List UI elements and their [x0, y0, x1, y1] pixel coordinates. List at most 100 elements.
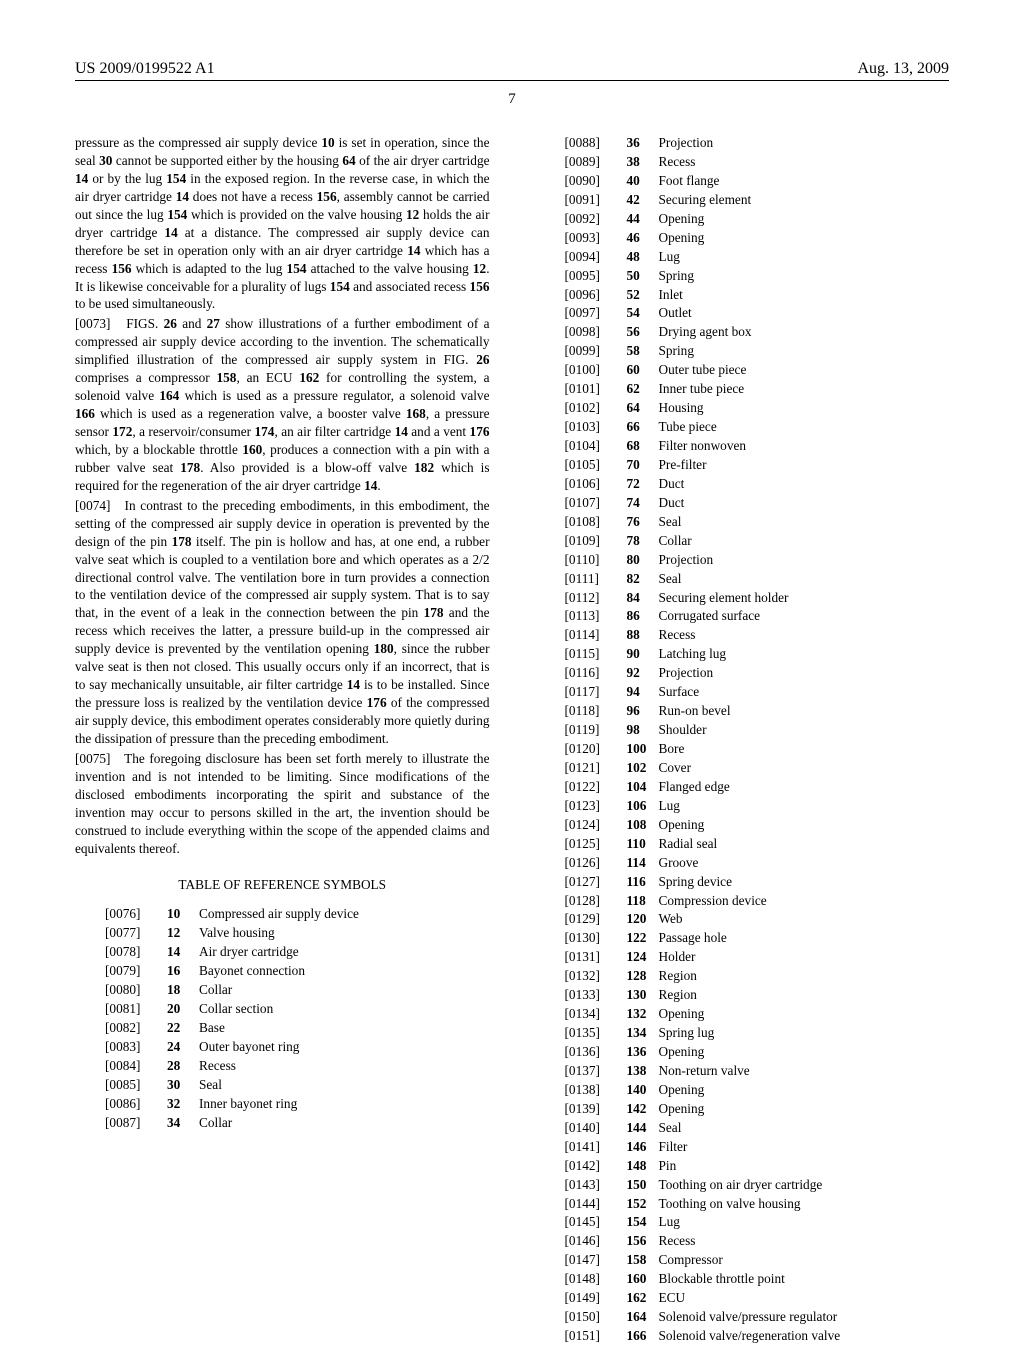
reference-item: [0135]134Spring lug: [565, 1024, 950, 1042]
reference-label: Blockable throttle point: [659, 1270, 785, 1288]
patent-number: US 2009/0199522 A1: [75, 60, 215, 78]
reference-label: Opening: [659, 1081, 705, 1099]
reference-paragraph-num: [0109]: [565, 532, 627, 550]
reference-symbol: 12: [167, 924, 199, 942]
reference-item: [0109]78Collar: [565, 532, 950, 550]
reference-label: Housing: [659, 399, 704, 417]
reference-item: [0114]88Recess: [565, 626, 950, 644]
reference-symbol: 60: [627, 361, 659, 379]
reference-item: [0144]152Toothing on valve housing: [565, 1195, 950, 1213]
reference-item: [0134]132Opening: [565, 1005, 950, 1023]
reference-label: Opening: [659, 210, 705, 228]
reference-item: [0111]82Seal: [565, 570, 950, 588]
reference-symbol: 92: [627, 664, 659, 682]
reference-paragraph-num: [0139]: [565, 1100, 627, 1118]
reference-symbol: 82: [627, 570, 659, 588]
reference-paragraph-num: [0103]: [565, 418, 627, 436]
reference-symbol: 124: [627, 948, 659, 966]
reference-item: [0080]18Collar: [105, 981, 490, 999]
reference-symbol: 48: [627, 248, 659, 266]
reference-paragraph-num: [0080]: [105, 981, 167, 999]
reference-paragraph-num: [0119]: [565, 721, 627, 739]
reference-paragraph-num: [0148]: [565, 1270, 627, 1288]
reference-paragraph-num: [0081]: [105, 1000, 167, 1018]
reference-label: Outer tube piece: [659, 361, 747, 379]
reference-paragraph-num: [0101]: [565, 380, 627, 398]
reference-item: [0083]24Outer bayonet ring: [105, 1038, 490, 1056]
reference-paragraph-num: [0102]: [565, 399, 627, 417]
reference-item: [0129]120Web: [565, 910, 950, 928]
reference-item: [0142]148Pin: [565, 1157, 950, 1175]
reference-item: [0091]42Securing element: [565, 191, 950, 209]
reference-symbol: 64: [627, 399, 659, 417]
reference-item: [0107]74Duct: [565, 494, 950, 512]
reference-label: Opening: [659, 1043, 705, 1061]
reference-item: [0119]98Shoulder: [565, 721, 950, 739]
reference-item: [0139]142Opening: [565, 1100, 950, 1118]
reference-label: Lug: [659, 797, 680, 815]
reference-label: Compressor: [659, 1251, 723, 1269]
reference-symbol: 144: [627, 1119, 659, 1137]
reference-symbol: 118: [627, 892, 659, 910]
reference-paragraph-num: [0132]: [565, 967, 627, 985]
reference-paragraph-num: [0149]: [565, 1289, 627, 1307]
reference-label: Bore: [659, 740, 685, 758]
reference-symbol: 116: [627, 873, 659, 891]
reference-label: Pre-filter: [659, 456, 707, 474]
reference-label: Tube piece: [659, 418, 717, 436]
paragraph: [0075] The foregoing disclosure has been…: [75, 750, 490, 858]
reference-item: [0123]106Lug: [565, 797, 950, 815]
reference-symbol: 96: [627, 702, 659, 720]
reference-symbol: 80: [627, 551, 659, 569]
reference-label: Seal: [199, 1076, 222, 1094]
reference-symbol: 134: [627, 1024, 659, 1042]
reference-symbol: 52: [627, 286, 659, 304]
reference-label: Toothing on valve housing: [659, 1195, 801, 1213]
reference-symbol: 34: [167, 1114, 199, 1132]
reference-label: Duct: [659, 494, 685, 512]
reference-symbol: 72: [627, 475, 659, 493]
reference-paragraph-num: [0100]: [565, 361, 627, 379]
reference-symbol: 36: [627, 134, 659, 152]
left-column: pressure as the compressed air supply de…: [75, 134, 490, 1346]
reference-label: Solenoid valve/regeneration valve: [659, 1327, 841, 1345]
content-columns: pressure as the compressed air supply de…: [75, 134, 949, 1346]
reference-symbol: 16: [167, 962, 199, 980]
reference-label: Opening: [659, 816, 705, 834]
reference-item: [0117]94Surface: [565, 683, 950, 701]
reference-item: [0085]30Seal: [105, 1076, 490, 1094]
reference-symbol: 158: [627, 1251, 659, 1269]
reference-symbol: 162: [627, 1289, 659, 1307]
reference-item: [0112]84Securing element holder: [565, 589, 950, 607]
reference-paragraph-num: [0112]: [565, 589, 627, 607]
reference-paragraph-num: [0150]: [565, 1308, 627, 1326]
reference-paragraph-num: [0114]: [565, 626, 627, 644]
reference-symbol: 68: [627, 437, 659, 455]
reference-item: [0132]128Region: [565, 967, 950, 985]
reference-item: [0105]70Pre-filter: [565, 456, 950, 474]
reference-symbol: 110: [627, 835, 659, 853]
reference-symbol: 128: [627, 967, 659, 985]
reference-paragraph-num: [0098]: [565, 323, 627, 341]
reference-item: [0146]156Recess: [565, 1232, 950, 1250]
reference-label: Duct: [659, 475, 685, 493]
reference-paragraph-num: [0107]: [565, 494, 627, 512]
reference-symbol: 22: [167, 1019, 199, 1037]
reference-label: Spring: [659, 342, 694, 360]
reference-paragraph-num: [0124]: [565, 816, 627, 834]
reference-paragraph-num: [0091]: [565, 191, 627, 209]
reference-label: Foot flange: [659, 172, 720, 190]
reference-item: [0102]64Housing: [565, 399, 950, 417]
reference-paragraph-num: [0136]: [565, 1043, 627, 1061]
reference-paragraph-num: [0137]: [565, 1062, 627, 1080]
reference-paragraph-num: [0116]: [565, 664, 627, 682]
reference-paragraph-num: [0144]: [565, 1195, 627, 1213]
reference-paragraph-num: [0118]: [565, 702, 627, 720]
reference-paragraph-num: [0108]: [565, 513, 627, 531]
reference-item: [0098]56Drying agent box: [565, 323, 950, 341]
reference-label: Outlet: [659, 304, 692, 322]
reference-label: Compression device: [659, 892, 767, 910]
reference-label: Air dryer cartridge: [199, 943, 299, 961]
reference-label: Solenoid valve/pressure regulator: [659, 1308, 838, 1326]
reference-label: Seal: [659, 1119, 682, 1137]
